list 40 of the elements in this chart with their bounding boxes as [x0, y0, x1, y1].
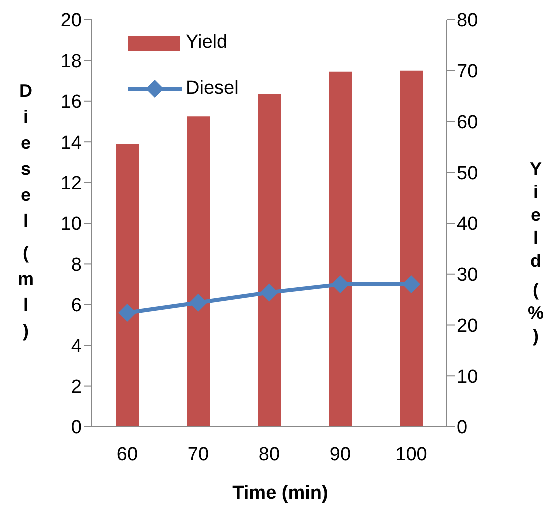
- y-tick-label: 10: [60, 214, 82, 236]
- bar: [258, 94, 282, 427]
- point: [190, 294, 208, 312]
- y2-tick-label: 0: [457, 418, 468, 439]
- y2-tick-label: 40: [457, 214, 478, 236]
- y2-axis-title: Yield (%): [526, 158, 545, 348]
- y-tick-label: 16: [60, 92, 82, 114]
- y2-tick-label: 30: [457, 265, 478, 286]
- bar: [400, 70, 424, 427]
- point: [332, 276, 350, 294]
- y-tick-label: 6: [71, 296, 82, 317]
- x-tick-label: 60: [116, 444, 138, 466]
- y-tick-label: 14: [60, 132, 82, 154]
- y-tick-label: 4: [71, 336, 82, 358]
- y-tick-label: 8: [71, 254, 82, 276]
- y2-tick-label: 60: [457, 112, 478, 134]
- point: [118, 304, 136, 322]
- y2-tick-label: 50: [457, 163, 478, 184]
- x-tick-label: 70: [188, 444, 210, 466]
- y2-tick-label: 20: [457, 316, 478, 337]
- y2-tick-label: 80: [457, 10, 478, 32]
- point: [402, 276, 420, 294]
- bar: [329, 72, 352, 427]
- x-axis-title: Time (min): [232, 483, 330, 505]
- y-tick-label: 0: [71, 418, 82, 439]
- y2-tick-label: 70: [457, 62, 478, 83]
- x-tick-label: 80: [258, 444, 280, 466]
- legend-label: Diesel: [186, 78, 239, 100]
- x-tick-label: 100: [396, 444, 428, 466]
- bar: [187, 116, 210, 427]
- y-tick-label: 2: [71, 377, 82, 398]
- point: [260, 284, 278, 302]
- y-tick-label: 12: [60, 174, 82, 195]
- y-tick-label: 20: [60, 10, 82, 32]
- legend-label: Yield: [186, 32, 228, 54]
- text: Diesel (ml): [18, 81, 34, 341]
- y-tick-label: 18: [60, 51, 82, 72]
- y2-tick-label: 10: [457, 366, 478, 388]
- bar: [116, 144, 140, 427]
- x-tick-label: 90: [330, 444, 352, 466]
